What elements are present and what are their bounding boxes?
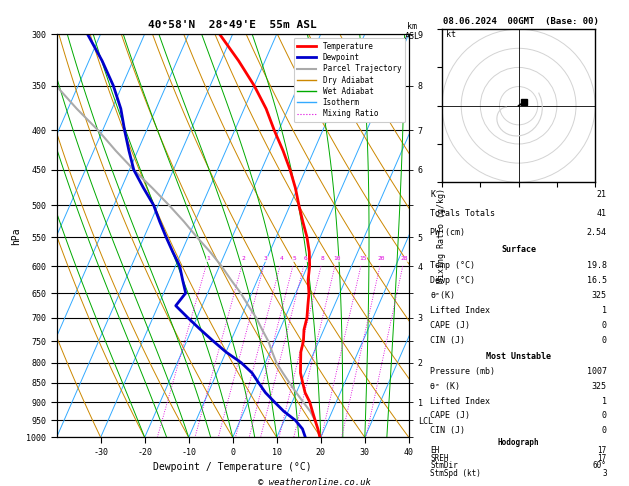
Text: 0: 0 [602,412,607,420]
Text: 1: 1 [602,306,607,315]
Text: 5: 5 [293,257,297,261]
Text: 2: 2 [242,257,245,261]
Text: CIN (J): CIN (J) [430,426,465,435]
Text: 325: 325 [592,382,607,391]
Title: 40°58'N  28°49'E  55m ASL: 40°58'N 28°49'E 55m ASL [148,20,317,31]
Text: K: K [430,191,435,199]
Text: km
ASL: km ASL [404,22,420,41]
Text: StmSpd (kt): StmSpd (kt) [430,469,481,478]
Y-axis label: hPa: hPa [11,227,21,244]
Text: CAPE (J): CAPE (J) [430,412,470,420]
Text: Hodograph: Hodograph [498,438,540,447]
Text: θᵉ (K): θᵉ (K) [430,382,460,391]
Text: Temp (°C): Temp (°C) [430,260,476,270]
Text: 41: 41 [597,209,607,218]
Legend: Temperature, Dewpoint, Parcel Trajectory, Dry Adiabat, Wet Adiabat, Isotherm, Mi: Temperature, Dewpoint, Parcel Trajectory… [294,38,405,122]
Text: SREH: SREH [430,454,449,463]
Text: 16.5: 16.5 [587,276,607,285]
Text: 15: 15 [359,257,366,261]
Text: Most Unstable: Most Unstable [486,352,551,361]
Text: 0: 0 [602,336,607,345]
Text: 3: 3 [602,469,607,478]
Text: StmDir: StmDir [430,462,458,470]
Text: Lifted Index: Lifted Index [430,397,491,406]
Text: 17: 17 [598,454,607,463]
Text: 28: 28 [401,257,408,261]
Text: Lifted Index: Lifted Index [430,306,491,315]
Text: 1007: 1007 [587,367,607,376]
Y-axis label: Mixing Ratio (g/kg): Mixing Ratio (g/kg) [437,188,446,283]
Text: kt: kt [446,30,456,39]
Text: © weatheronline.co.uk: © weatheronline.co.uk [258,478,371,486]
Text: EH: EH [430,446,440,455]
Text: 1: 1 [206,257,210,261]
Text: PW (cm): PW (cm) [430,227,465,237]
Text: 19.8: 19.8 [587,260,607,270]
Text: Totals Totals: Totals Totals [430,209,496,218]
Text: Pressure (mb): Pressure (mb) [430,367,496,376]
Text: 21: 21 [597,191,607,199]
Text: CAPE (J): CAPE (J) [430,321,470,330]
Text: 0: 0 [602,426,607,435]
Text: 17: 17 [598,446,607,455]
Text: 10: 10 [333,257,340,261]
Text: 2.54: 2.54 [587,227,607,237]
Text: 0: 0 [602,321,607,330]
Text: Dewp (°C): Dewp (°C) [430,276,476,285]
X-axis label: Dewpoint / Temperature (°C): Dewpoint / Temperature (°C) [153,462,312,472]
Text: 60°: 60° [593,462,607,470]
Text: Surface: Surface [501,245,536,254]
Text: CIN (J): CIN (J) [430,336,465,345]
Text: θᵉ(K): θᵉ(K) [430,291,455,300]
Text: 3: 3 [264,257,267,261]
Text: 08.06.2024  00GMT  (Base: 00): 08.06.2024 00GMT (Base: 00) [443,17,599,26]
Text: 8: 8 [321,257,325,261]
Text: 6: 6 [304,257,308,261]
Text: 1: 1 [602,397,607,406]
Text: 325: 325 [592,291,607,300]
Text: 4: 4 [280,257,284,261]
Text: 20: 20 [378,257,386,261]
